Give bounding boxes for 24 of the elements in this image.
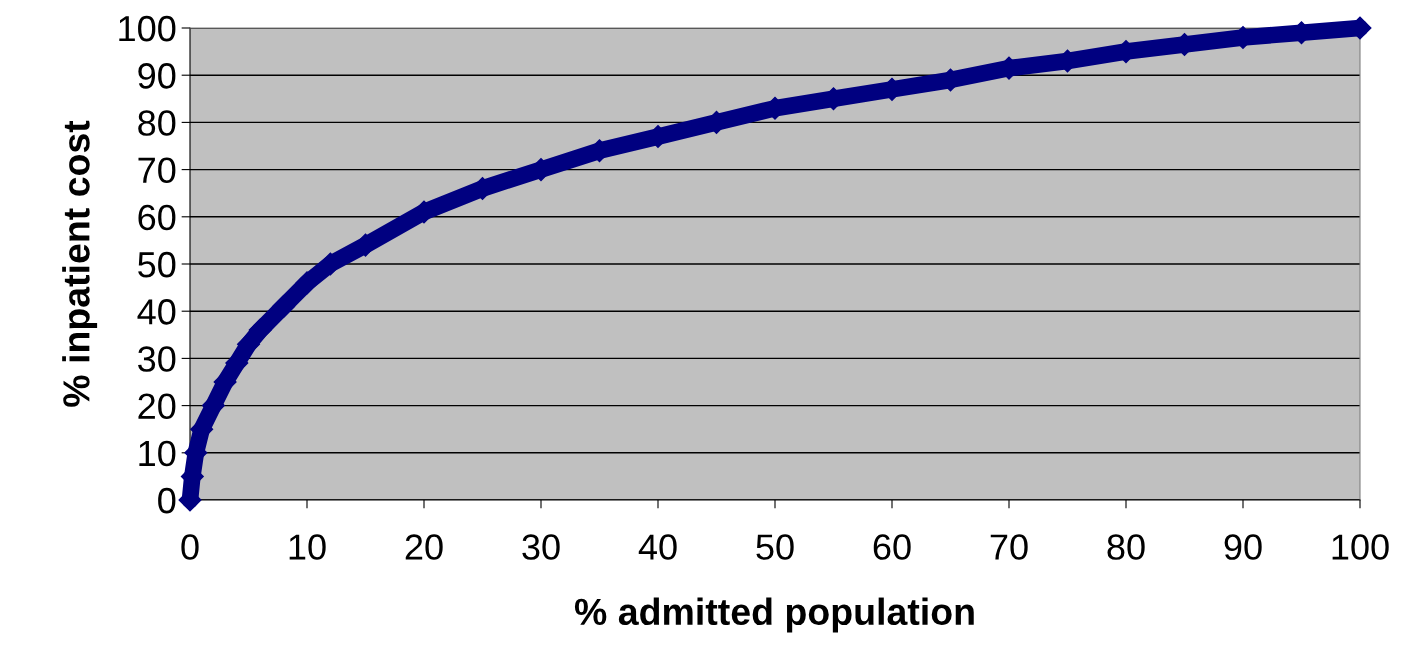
y-tick-label: 0	[158, 487, 176, 514]
x-tick-label: 20	[405, 534, 443, 560]
x-tick-label: 90	[1224, 534, 1262, 560]
y-tick-label: 10	[139, 440, 176, 467]
y-tick-label: 70	[138, 157, 176, 184]
x-tick-label: 100	[1332, 534, 1389, 560]
x-tick-label: 50	[756, 534, 794, 560]
x-tick-label: 40	[638, 534, 677, 560]
y-axis-title: % inpatient cost	[62, 120, 98, 407]
x-tick-label: 30	[522, 534, 560, 560]
y-tick-label: 60	[138, 204, 176, 231]
y-tick-label: 50	[138, 251, 176, 278]
x-tick-label: 80	[1107, 534, 1145, 560]
y-tick-label: 100	[119, 15, 176, 42]
x-tick-label: 60	[873, 534, 911, 560]
y-tick-label: 30	[138, 346, 176, 372]
x-tick-label: 70	[990, 534, 1028, 560]
y-tick-label: 90	[138, 63, 176, 89]
x-axis-title: % admitted population	[574, 597, 974, 633]
y-tick-label: 80	[138, 110, 176, 136]
y-tick-label: 20	[138, 393, 176, 420]
y-tick-label: 40	[137, 299, 176, 325]
x-tick-label: 0	[181, 534, 199, 560]
x-tick-label: 10	[289, 534, 326, 560]
